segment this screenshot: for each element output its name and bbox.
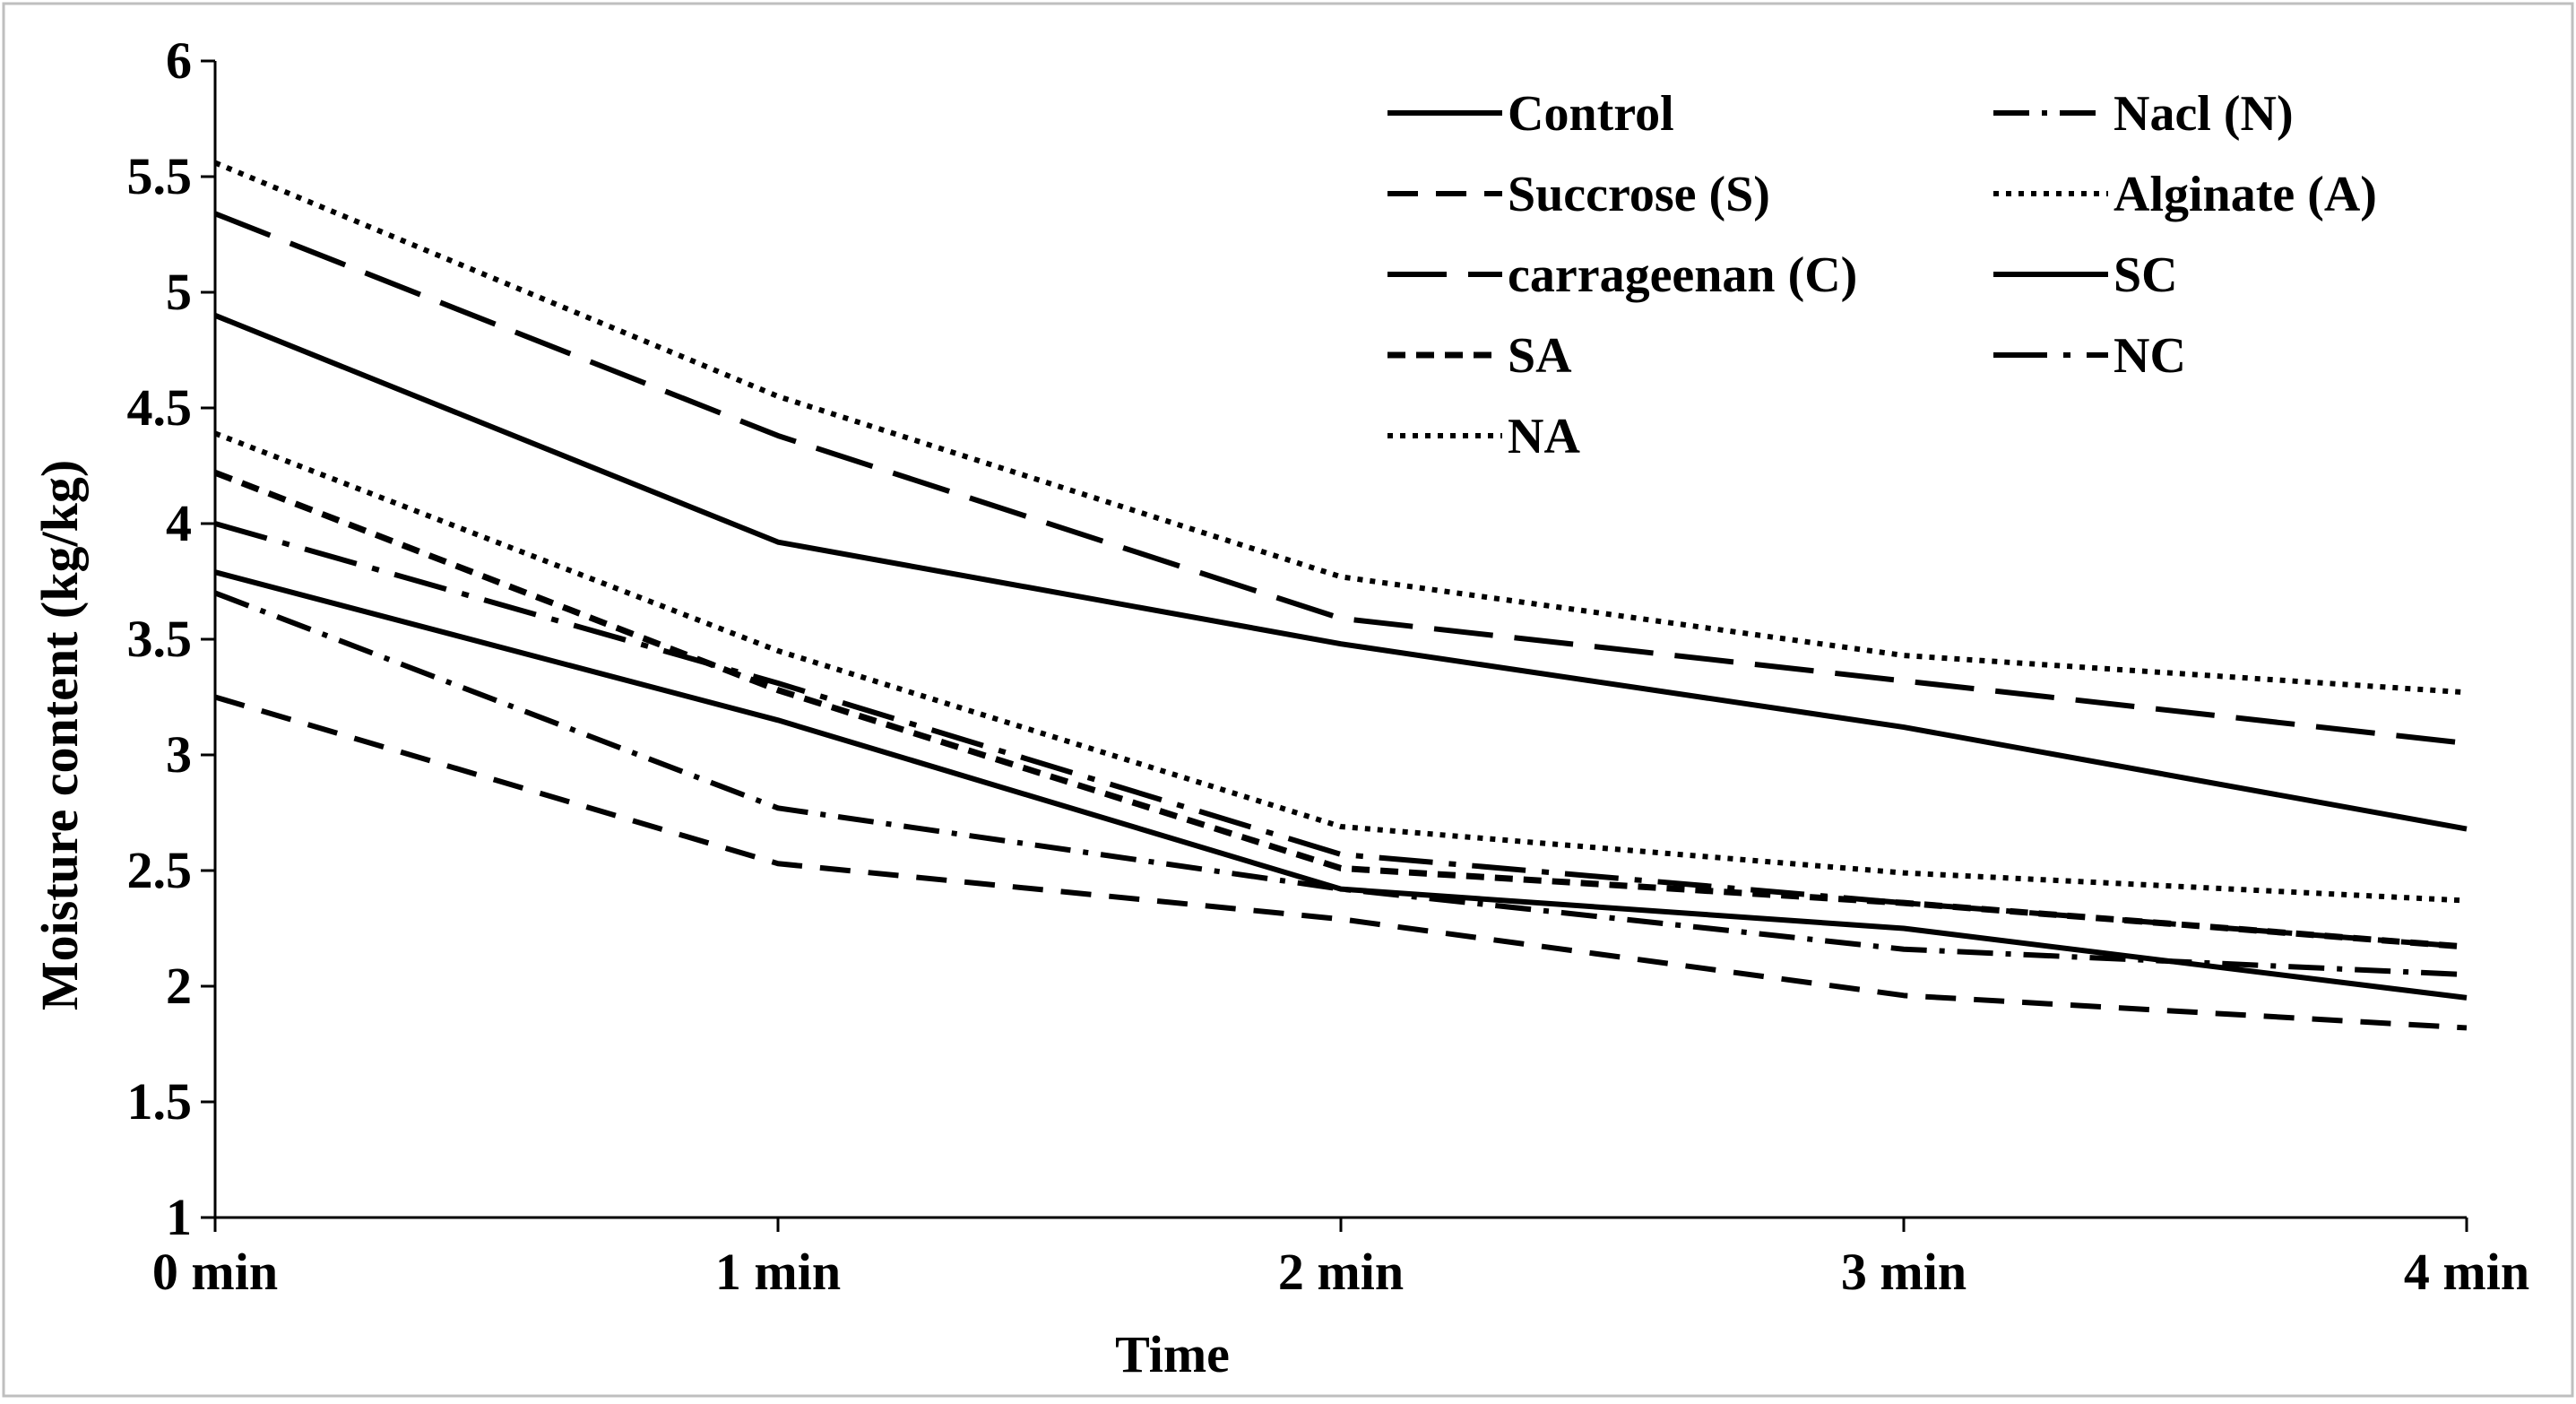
y-tick-label: 4.5 [127,378,193,437]
series-line-carrageenan-c [213,211,2468,747]
y-tick-label: 5.5 [127,147,193,205]
legend-label-succrose-s: Succrose (S) [1508,167,1770,222]
legend-label-na: NA [1508,409,1580,464]
x-tick-label: 1 min [715,1243,841,1301]
legend-label-sa: SA [1508,328,1572,384]
legend-label-carrageenan-c: carrageenan (C) [1508,247,1857,303]
series-line-nacl-n [213,590,2468,978]
x-axis-title: Time [1115,1325,1230,1383]
y-tick-label: 3.5 [127,610,193,668]
x-tick-label: 0 min [152,1243,278,1301]
legend: Control Nacl (N) Succrose (S) Alginate (A) c… [1387,86,2377,464]
series-line-sc [213,313,2468,832]
x-tick-label: 4 min [2404,1243,2529,1301]
y-tick-label: 1 [166,1188,192,1246]
series-line-control [214,569,2468,1001]
y-tick-label: 4 [166,494,192,552]
legend-label-control: Control [1508,86,1674,142]
series-line-succrose-s [214,694,2468,1031]
legend-label-alginate-a: Alginate (A) [2114,167,2377,222]
y-tick-label: 2 [166,957,192,1015]
series-line-sa [213,469,2468,950]
y-tick-label: 5 [166,263,192,321]
series-lines [213,160,2468,1031]
legend-label-nacl-n: Nacl (N) [2114,86,2294,142]
x-tick-label: 3 min [1841,1243,1967,1301]
y-tick-label: 1.5 [127,1072,193,1131]
x-tick-label: 2 min [1278,1243,1404,1301]
series-line-nc [214,521,2468,950]
series-line-alginate-a [213,160,2468,696]
axes: 1 1.5 2 2.5 3 3.5 4 4.5 5 5.5 6 0 min 1 min 2 min 3 mi… [127,31,2530,1301]
y-axis-title: Moisture content (kg/kg) [30,460,89,1010]
y-tick-label: 2.5 [127,841,193,899]
legend-label-sc: SC [2114,247,2178,303]
y-tick-label: 6 [166,31,192,90]
series-line-na [213,430,2468,904]
legend-label-nc: NC [2114,328,2186,384]
y-tick-label: 3 [166,725,192,784]
